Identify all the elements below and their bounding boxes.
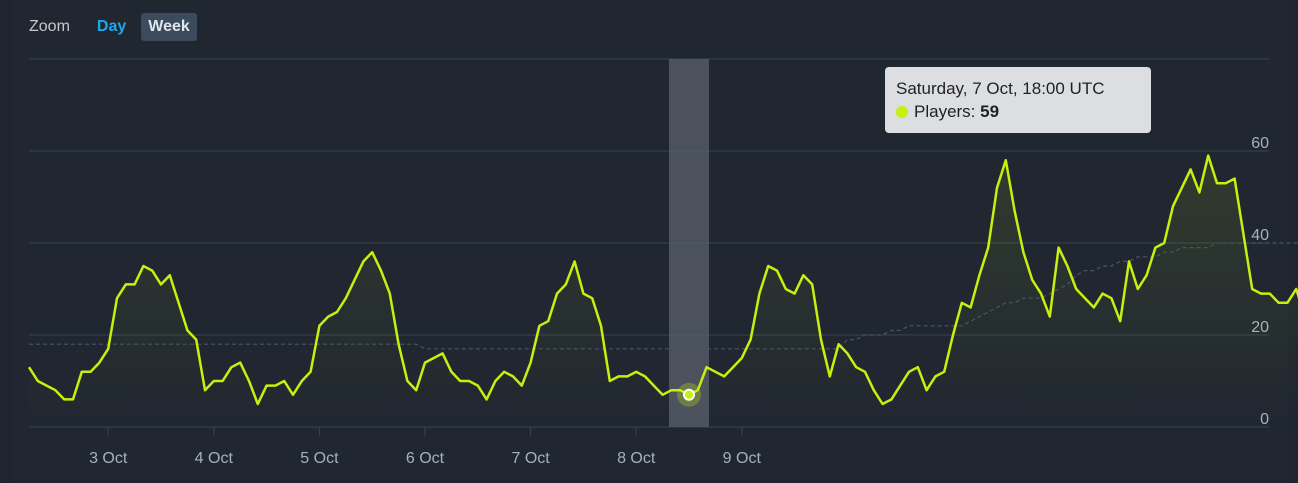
average-line xyxy=(29,242,1298,350)
y-tick-label: 40 xyxy=(1251,227,1269,244)
highlight-point xyxy=(683,388,695,401)
x-tick-label: 8 Oct xyxy=(617,450,656,467)
data-points xyxy=(28,155,1297,405)
y-tick-label: 60 xyxy=(1251,135,1269,152)
x-tick-label: 7 Oct xyxy=(511,450,550,467)
zoom-week-button[interactable]: Week xyxy=(141,13,197,41)
hover-band xyxy=(669,59,709,427)
tooltip-title: Saturday, 7 Oct, 18:00 UTC xyxy=(896,79,1105,98)
tooltip-series-label: Players: xyxy=(914,102,976,121)
x-axis: 3 Oct 4 Oct 5 Oct 6 Oct 7 Oct 8 Oct 9 Oct xyxy=(89,427,761,467)
zoom-bar: Zoom Day Week xyxy=(29,12,197,42)
zoom-label: Zoom xyxy=(29,18,70,35)
x-tick-label: 3 Oct xyxy=(89,450,128,467)
x-tick-label: 5 Oct xyxy=(300,450,339,467)
players-area xyxy=(29,155,1298,427)
series-dot-icon xyxy=(896,106,908,118)
x-tick-label: 6 Oct xyxy=(406,450,445,467)
zoom-day-button[interactable]: Day xyxy=(96,18,127,35)
x-tick-label: 4 Oct xyxy=(195,450,234,467)
tooltip: Saturday, 7 Oct, 18:00 UTC Players: 59 xyxy=(885,67,1151,133)
x-tick-label: 9 Oct xyxy=(723,450,762,467)
tooltip-value: 59 xyxy=(980,102,1000,121)
tooltip-row: Players: 59 xyxy=(896,100,1140,123)
